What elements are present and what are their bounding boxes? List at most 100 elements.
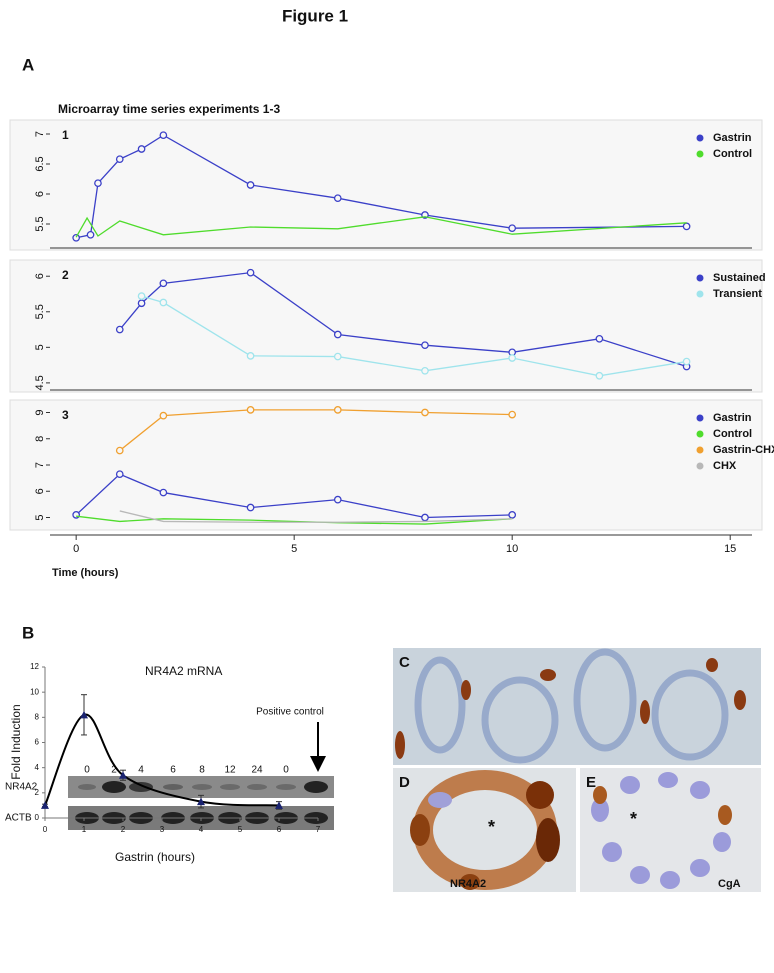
- y-tick-label: 4.5: [34, 375, 46, 390]
- x-tick-label: 6: [277, 825, 282, 834]
- x-tick-label: 5: [238, 825, 243, 834]
- image-label: NR4A2: [450, 878, 486, 890]
- series-line: [76, 515, 513, 525]
- asterisk: *: [488, 817, 495, 837]
- data-point: [246, 268, 255, 277]
- series-line: [141, 295, 687, 377]
- y-tick-label: 5: [34, 514, 46, 520]
- y-tick-label: 6.5: [34, 156, 46, 171]
- panel-label: B: [22, 623, 34, 642]
- y-tick-label: 7: [34, 462, 46, 468]
- data-point: [595, 334, 604, 343]
- legend-swatch: [696, 274, 704, 282]
- legend-swatch: [696, 446, 704, 454]
- data-point: [86, 230, 95, 239]
- data-point: [421, 408, 429, 417]
- x-tick-label: 2: [121, 825, 126, 834]
- data-point: [159, 131, 168, 140]
- panel-bg: [9, 399, 763, 531]
- lane-label: 8: [199, 765, 205, 776]
- data-point: [119, 771, 127, 779]
- panel-label: D: [399, 774, 410, 791]
- y-tick-label: 6: [34, 191, 46, 197]
- series-line: [119, 510, 513, 523]
- y-axis-label: Fold Induction: [9, 704, 23, 779]
- panel-number: 2: [62, 268, 69, 282]
- image-e-nuclei: [591, 772, 731, 889]
- data-point: [115, 325, 124, 334]
- lane-label: 12: [224, 765, 236, 776]
- x-tick-label: 3: [160, 825, 165, 834]
- image-d-stain: [410, 770, 560, 890]
- x-tick-label: 5: [291, 543, 297, 555]
- data-point: [80, 710, 88, 719]
- y-tick-label: 5.5: [34, 304, 46, 319]
- y-tick-label: 10: [30, 687, 39, 696]
- legend-swatch: [696, 430, 704, 438]
- x-tick-label: 7: [316, 825, 321, 834]
- data-point: [682, 222, 691, 231]
- x-axis-label: Time (hours): [52, 567, 119, 579]
- y-tick-label: 5: [34, 344, 46, 350]
- y-tick-label: 6: [34, 273, 46, 279]
- data-point: [333, 194, 342, 203]
- y-tick-label: 8: [34, 436, 46, 442]
- data-point: [115, 155, 124, 164]
- legend-label: Sustained: [713, 272, 766, 284]
- panel-bg: [9, 119, 763, 251]
- data-point: [197, 797, 205, 806]
- arrow-head: [310, 756, 326, 772]
- x-axis-label: Gastrin (hours): [115, 850, 195, 864]
- x-tick-label: 1: [82, 825, 87, 834]
- data-point: [246, 181, 255, 189]
- y-tick-label: 7: [34, 131, 46, 137]
- data-point: [72, 511, 81, 519]
- lane-label: 2: [111, 765, 117, 776]
- image-c-texture: [414, 648, 729, 764]
- data-point: [682, 357, 691, 366]
- asterisk: *: [630, 809, 637, 829]
- chart-title: NR4A2 mRNA: [145, 664, 222, 678]
- x-tick-label: 0: [73, 543, 79, 555]
- legend-swatch: [696, 150, 704, 158]
- panel-number: 1: [62, 128, 69, 142]
- data-point: [508, 511, 517, 519]
- legend-label: Control: [713, 148, 752, 160]
- legend-label: Control: [713, 428, 752, 440]
- data-point: [159, 411, 168, 420]
- data-point: [595, 371, 604, 380]
- x-tick-label: 10: [506, 543, 518, 555]
- data-point: [275, 801, 283, 809]
- data-point: [333, 352, 342, 361]
- image-e-stain: [593, 786, 732, 825]
- legend-swatch: [696, 290, 704, 298]
- y-tick-label: 8: [35, 712, 40, 721]
- data-point: [246, 406, 255, 414]
- image-label: CgA: [718, 878, 741, 890]
- legend-swatch: [696, 462, 704, 470]
- y-tick-label: 6: [35, 738, 40, 747]
- data-point: [137, 145, 146, 153]
- series-line: [119, 409, 513, 452]
- data-point: [421, 366, 429, 375]
- data-point: [421, 513, 429, 522]
- image-c-stain: [395, 658, 746, 759]
- x-tick-label: 15: [724, 543, 736, 555]
- data-point: [115, 470, 124, 479]
- data-point: [159, 488, 168, 497]
- data-point: [115, 446, 124, 455]
- panel-label: E: [586, 774, 596, 791]
- data-point: [508, 354, 517, 362]
- data-point: [421, 341, 429, 350]
- blot-row-label: ACTB: [5, 813, 32, 824]
- lane-label: 0: [84, 765, 90, 776]
- data-point: [333, 495, 342, 504]
- legend-label: Gastrin: [713, 132, 752, 144]
- y-tick-label: 4: [35, 763, 40, 772]
- data-point: [508, 410, 517, 419]
- data-point: [508, 224, 517, 233]
- x-tick-label: 0: [43, 825, 48, 834]
- legend-label: Gastrin-CHX: [713, 444, 774, 456]
- legend-swatch: [696, 134, 704, 142]
